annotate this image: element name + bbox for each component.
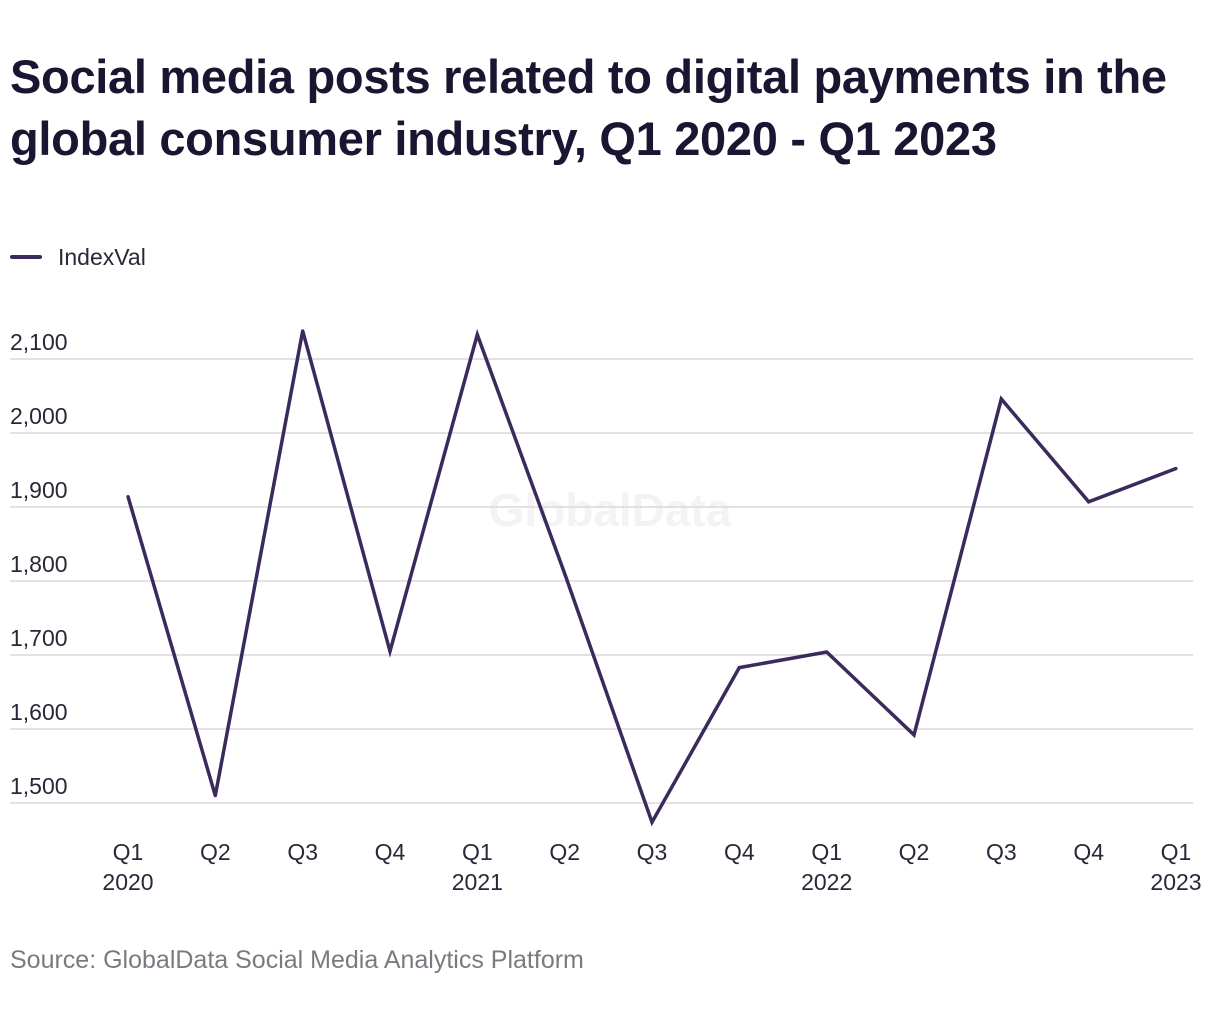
x-tick-label: Q1 bbox=[113, 839, 144, 865]
data-point bbox=[912, 733, 916, 737]
y-tick-label: 1,600 bbox=[10, 699, 68, 725]
x-tick-label: Q3 bbox=[287, 839, 318, 865]
data-point bbox=[126, 495, 130, 499]
x-tick-year-label: 2021 bbox=[452, 869, 503, 895]
legend-label: IndexVal bbox=[58, 243, 146, 270]
chart-title: Social media posts related to digital pa… bbox=[10, 50, 1167, 165]
y-tick-label: 1,900 bbox=[10, 477, 68, 503]
x-tick-label: Q3 bbox=[637, 839, 668, 865]
series-line-indexval bbox=[126, 328, 1177, 827]
x-tick-label: Q1 bbox=[462, 839, 493, 865]
watermark: GlobalData bbox=[489, 484, 732, 536]
x-tick-label: Q4 bbox=[724, 839, 755, 865]
y-tick-label: 1,800 bbox=[10, 551, 68, 577]
x-tick-label: Q4 bbox=[1073, 839, 1104, 865]
x-tick-year-label: 2023 bbox=[1150, 869, 1201, 895]
data-point bbox=[825, 650, 829, 654]
data-point bbox=[563, 572, 567, 576]
y-tick-label: 2,100 bbox=[10, 329, 68, 355]
chart-legend: IndexVal bbox=[10, 242, 146, 272]
series-layer bbox=[126, 328, 1178, 827]
x-tick-label: Q2 bbox=[899, 839, 930, 865]
data-point bbox=[213, 794, 217, 798]
y-tick-label: 1,700 bbox=[10, 625, 68, 651]
x-tick-year-label: 2020 bbox=[102, 869, 153, 895]
x-tick-label: Q2 bbox=[549, 839, 580, 865]
x-tick-label: Q3 bbox=[986, 839, 1017, 865]
data-point bbox=[650, 820, 654, 824]
x-tick-label: Q2 bbox=[200, 839, 231, 865]
data-point bbox=[1087, 500, 1091, 504]
y-axis: 1,500 1,600 1,700 1,800 1,900 2,000 2,100 bbox=[10, 329, 68, 799]
data-point bbox=[999, 397, 1003, 401]
data-point bbox=[475, 332, 479, 337]
x-tick-label: Q1 bbox=[1161, 839, 1192, 865]
legend-swatch bbox=[10, 255, 42, 259]
x-axis: Q1 2020 Q2 Q3 Q4 Q1 2021 Q2 Q3 Q4 Q1 2022 Q2 Q3 Q4 Q1 20… bbox=[102, 839, 1201, 895]
source-note: Source: GlobalData Social Media Analytic… bbox=[10, 946, 584, 974]
y-tick-label: 1,500 bbox=[10, 773, 68, 799]
data-point bbox=[1174, 466, 1178, 471]
grid-lines bbox=[10, 358, 1193, 804]
x-tick-label: Q1 bbox=[811, 839, 842, 865]
x-tick-label: Q4 bbox=[375, 839, 406, 865]
x-tick-year-label: 2022 bbox=[801, 869, 852, 895]
data-point bbox=[301, 329, 305, 333]
data-point bbox=[737, 665, 741, 670]
y-tick-label: 2,000 bbox=[10, 403, 68, 429]
data-point bbox=[388, 649, 392, 653]
